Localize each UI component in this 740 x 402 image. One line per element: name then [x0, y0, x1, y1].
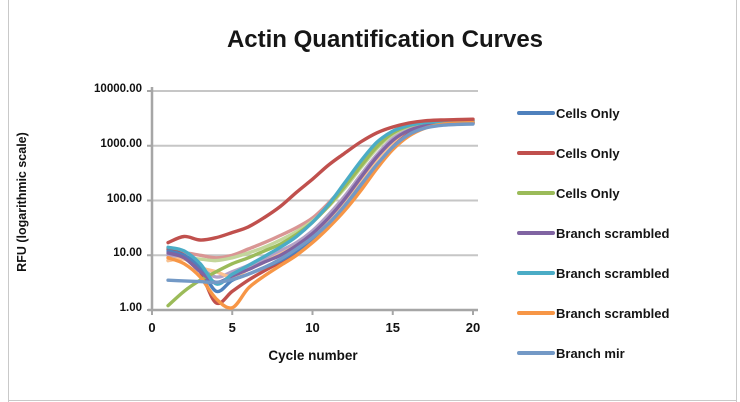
x-tick-label: 20: [465, 320, 481, 335]
x-tick-label: 15: [385, 320, 400, 335]
legend-item: Branch mir: [517, 333, 669, 373]
x-tick-label: 5: [228, 320, 236, 335]
legend-swatch-line: [517, 351, 555, 355]
legend-label: Branch scrambled: [556, 305, 670, 321]
legend-swatch-line: [517, 191, 555, 195]
legend-swatch-line: [517, 151, 555, 155]
legend-swatch-line: [517, 111, 555, 115]
legend-item: Branch scrambled: [517, 253, 669, 293]
legend-swatch-line: [517, 311, 555, 315]
y-tick-label: 1000.00: [100, 137, 142, 150]
chart-title: Actin Quantification Curves: [226, 26, 544, 53]
legend-item: Branch scrambled: [517, 213, 669, 253]
y-tick-label: 10.00: [113, 247, 142, 260]
y-tick-label: 1.00: [119, 302, 142, 314]
y-tick-label: 10000.00: [94, 83, 142, 95]
x-tick-label: 10: [305, 320, 320, 335]
legend-swatch-line: [517, 231, 555, 235]
y-tick-label: 100.00: [106, 192, 142, 205]
page-border-bottom: [8, 400, 737, 401]
legend-label: Branch scrambled: [556, 225, 670, 241]
series-curve: [166, 117, 475, 245]
legend-label: Cells Only: [556, 145, 620, 161]
legend-label: Cells Only: [556, 105, 620, 121]
series-curve: [166, 119, 475, 286]
x-tick-label: 0: [148, 320, 156, 335]
legend-swatch-line: [517, 271, 555, 275]
legend-label: Branch scrambled: [556, 265, 670, 281]
legend-item: Cells Only: [517, 173, 669, 213]
series-curve: [166, 120, 475, 294]
page-border-right: [736, 0, 737, 402]
legend-label: Cells Only: [556, 185, 620, 201]
legend-item: Cells Only: [517, 133, 669, 173]
legend-item: Branch scrambled: [517, 293, 669, 333]
x-axis-title: Cycle number: [268, 348, 358, 363]
legend-label: Branch mir: [556, 345, 625, 361]
page-border-left: [8, 0, 9, 402]
series-curve: [166, 122, 475, 285]
chart-legend: Cells Only Cells Only Cells Only Branch scr…: [517, 93, 669, 373]
legend-item: Cells Only: [517, 93, 669, 133]
